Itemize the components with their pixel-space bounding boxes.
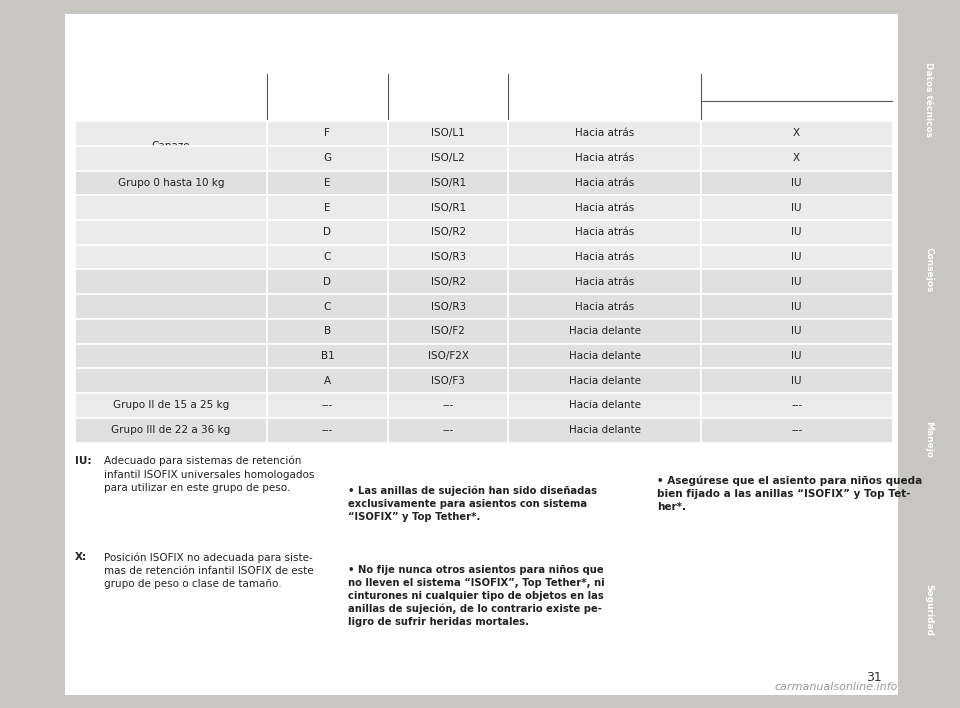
Text: E: E [324,178,330,188]
Text: ISO/R2: ISO/R2 [430,277,466,287]
Text: F: F [324,128,330,139]
Text: Hacia atrás: Hacia atrás [575,128,635,139]
Text: Asientos traseros laterales: Asientos traseros laterales [721,106,873,116]
Text: IU: IU [791,252,802,262]
Text: Manejo: Manejo [924,421,933,458]
Text: Hacia atrás: Hacia atrás [575,153,635,163]
Text: Grupo 0 hasta 10 kg: Grupo 0 hasta 10 kg [118,178,225,188]
Text: Hacia atrás: Hacia atrás [575,202,635,212]
Text: ISO/R3: ISO/R3 [430,302,466,312]
Text: Datos técnicos: Datos técnicos [924,62,933,137]
Text: Hacia atrás: Hacia atrás [575,302,635,312]
Text: B: B [324,326,331,336]
Text: ---: --- [443,425,454,435]
Text: Grupo de peso: Grupo de peso [129,93,214,103]
Text: • Asegúrese que el asiento para niños queda
bien fijado a las anillas “ISOFIX” y: • Asegúrese que el asiento para niños qu… [657,475,923,512]
Text: Consejos: Consejos [924,247,933,292]
Text: IU:: IU: [75,456,91,466]
Text: IU: IU [791,302,802,312]
Text: D: D [324,277,331,287]
Text: ISO/F2X: ISO/F2X [427,351,468,361]
Text: IU: IU [791,351,802,361]
Text: E: E [324,202,330,212]
Text: Posición ISOFIX no adecuada para siste-
mas de retención infantil ISOFIX de este: Posición ISOFIX no adecuada para siste- … [104,552,313,589]
Text: Seguridad: Seguridad [924,584,933,636]
Text: Hacia delante: Hacia delante [568,326,640,336]
Text: ISO/L2: ISO/L2 [431,153,465,163]
Text: ISO/F2: ISO/F2 [431,326,465,336]
Text: • Las anillas de sujeción han sido diseñadas
exclusivamente para asientos con si: • Las anillas de sujeción han sido diseñ… [348,486,597,522]
Text: Hacia atrás: Hacia atrás [575,178,635,188]
Text: IU: IU [791,202,802,212]
Text: Capazo: Capazo [152,141,190,151]
Text: Hacia atrás: Hacia atrás [575,227,635,237]
Text: Aparato: Aparato [424,93,471,103]
Text: ---: --- [322,425,333,435]
Text: Grupo I de 9 a 18 kg: Grupo I de 9 a 18 kg [118,326,225,336]
Text: Hacia delante: Hacia delante [568,376,640,386]
Text: Clase de tamaño: Clase de tamaño [278,93,376,103]
Text: X: X [793,128,801,139]
Text: ISO/R1: ISO/R1 [430,178,466,188]
Text: Posiciones Isofix del vehículo: Posiciones Isofix del vehículo [714,83,879,93]
Text: G: G [324,153,331,163]
Text: IU: IU [791,227,802,237]
Text: ISO/L1: ISO/L1 [431,128,465,139]
Text: A: A [324,376,331,386]
Text: Hacia atrás: Hacia atrás [575,277,635,287]
Text: 31: 31 [866,671,881,684]
Text: IU: IU [791,277,802,287]
Text: ---: --- [791,401,803,411]
Text: Transporte seguro de niños: Transporte seguro de niños [376,41,591,55]
Text: ISO/R1: ISO/R1 [430,202,466,212]
Text: IU: IU [791,178,802,188]
Text: Hacia atrás: Hacia atrás [575,252,635,262]
Text: Hacia delante: Hacia delante [568,351,640,361]
Text: X:: X: [75,552,87,562]
Text: ---: --- [322,401,333,411]
Text: ---: --- [443,401,454,411]
Text: ISO/R2: ISO/R2 [430,227,466,237]
Text: ---: --- [791,425,803,435]
Text: IU: IU [791,326,802,336]
Text: • No fije nunca otros asientos para niños que
no lleven el sistema “ISOFIX”, Top: • No fije nunca otros asientos para niño… [348,565,605,627]
Text: Hacia delante: Hacia delante [568,425,640,435]
Text: Grupo 0+ hasta 13 kg: Grupo 0+ hasta 13 kg [113,227,228,237]
Text: ISO/R3: ISO/R3 [430,252,466,262]
Text: C: C [324,252,331,262]
Text: B1: B1 [321,351,334,361]
Text: Grupo II de 15 a 25 kg: Grupo II de 15 a 25 kg [113,401,229,411]
Text: ISO/F3: ISO/F3 [431,376,465,386]
Text: Orientación de montaje: Orientación de montaje [535,93,674,103]
Text: ⚠ ATENCIÓN: ⚠ ATENCIÓN [357,460,439,473]
Text: Hacia delante: Hacia delante [568,401,640,411]
Text: Adecuado para sistemas de retención
infantil ISOFIX universales homologados
para: Adecuado para sistemas de retención infa… [104,456,314,493]
Text: carmanualsonline.info: carmanualsonline.info [775,682,898,692]
Text: Grupo III de 22 a 36 kg: Grupo III de 22 a 36 kg [111,425,230,435]
Text: C: C [324,302,331,312]
Text: IU: IU [791,376,802,386]
Text: X: X [793,153,801,163]
Text: D: D [324,227,331,237]
